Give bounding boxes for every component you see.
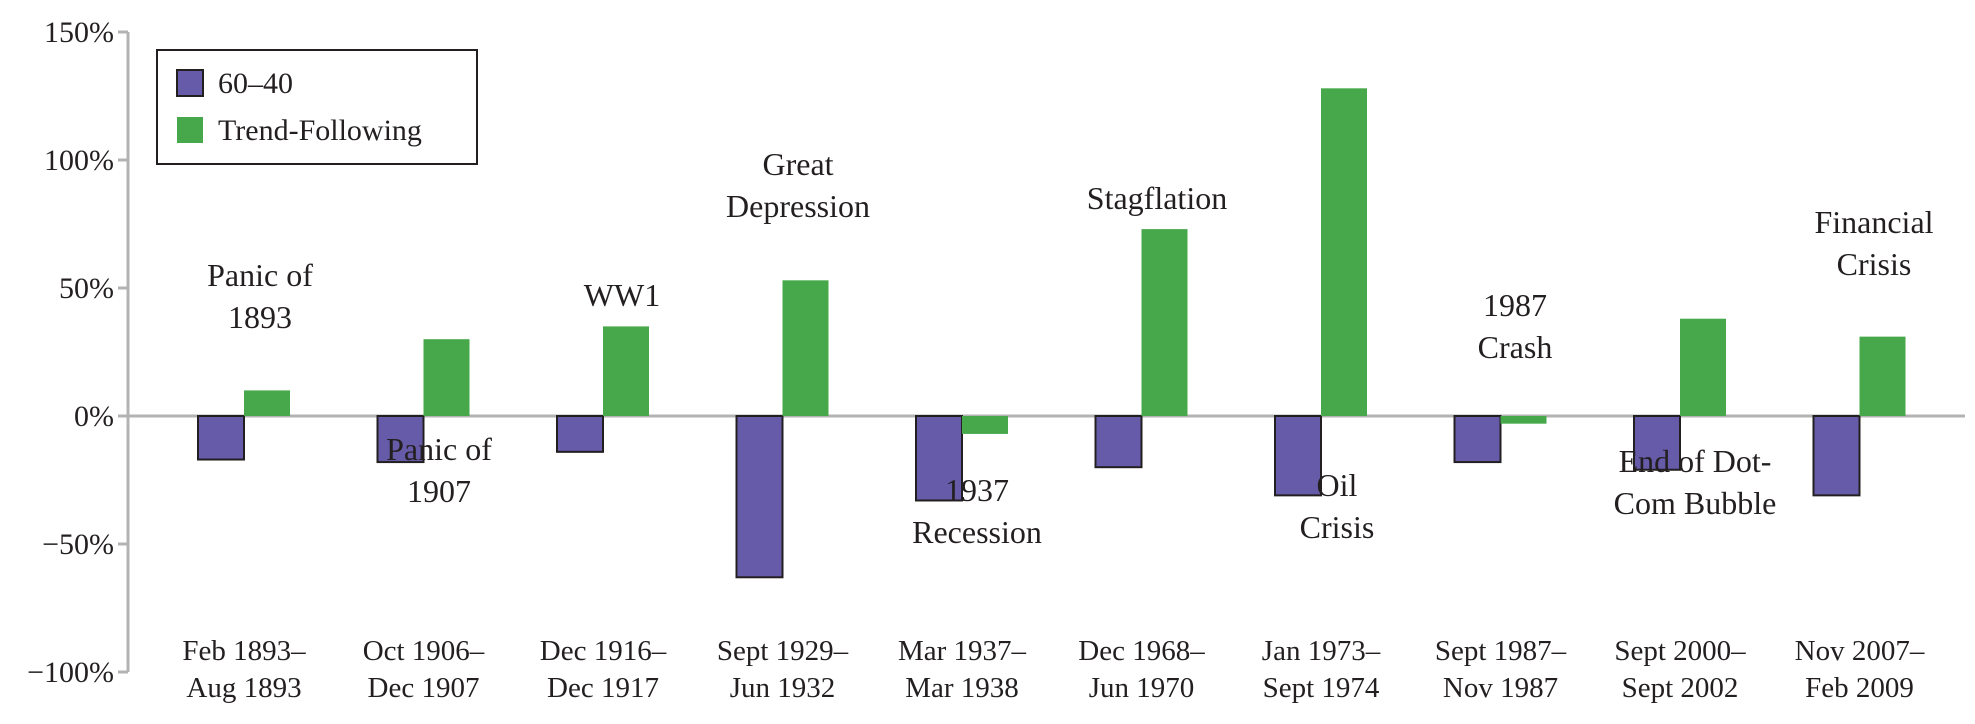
annotation-label: Depression: [726, 188, 870, 224]
category-label: Aug 1893: [186, 672, 301, 704]
bar-trend-following: [423, 339, 470, 416]
y-tick-label: 0%: [74, 400, 114, 433]
annotation-label: 1893: [228, 299, 292, 335]
bar-60-40: [197, 415, 245, 461]
y-tick-label: 50%: [59, 272, 114, 305]
bar-60-40: [1274, 415, 1322, 497]
annotation-label: Oil: [1317, 467, 1358, 503]
annotation-label: Panic of: [386, 431, 492, 467]
bar-trend-following: [782, 280, 829, 416]
legend-swatch: [176, 69, 204, 97]
y-tick-label: −100%: [27, 656, 114, 689]
category-label: Sept 1929–: [717, 635, 849, 667]
legend: 60–40 Trend-Following: [156, 49, 478, 165]
bar-60-40: [735, 415, 784, 579]
bars: [197, 88, 1906, 579]
bar-trend-following: [1500, 416, 1547, 424]
annotation-label: Crisis: [1300, 509, 1375, 545]
category-label: Nov 1987: [1443, 672, 1558, 704]
annotation-label: Great: [762, 146, 833, 182]
annotation-label: Com Bubble: [1614, 485, 1777, 521]
bar-trend-following: [1141, 229, 1188, 416]
y-tick-label: 150%: [44, 16, 114, 49]
category-label: Mar 1938: [905, 672, 1019, 704]
category-label: Sept 2000–: [1614, 635, 1746, 667]
bar-60-40: [1812, 415, 1861, 497]
category-label: Jan 1973–: [1262, 635, 1381, 667]
category-label: Mar 1937–: [898, 635, 1027, 667]
y-tick-label: −50%: [42, 528, 114, 561]
category-label: Jun 1932: [730, 672, 836, 704]
bar-trend-following: [603, 326, 649, 416]
category-label: Sept 1987–: [1435, 635, 1567, 667]
bar-trend-following: [1859, 336, 1906, 416]
bar-trend-following: [1680, 318, 1726, 416]
category-label: Dec 1917: [547, 672, 659, 704]
annotation-label: Crash: [1478, 329, 1553, 365]
category-label: Dec 1907: [368, 672, 480, 704]
annotation-label: End of Dot-: [1619, 443, 1772, 479]
bar-trend-following: [244, 390, 290, 416]
category-label: Dec 1916–: [540, 635, 667, 667]
category-label: Oct 1906–: [363, 635, 485, 667]
category-label: Sept 2002: [1622, 672, 1739, 704]
bar-60-40: [1633, 415, 1681, 471]
bar-60-40: [915, 415, 963, 502]
legend-label: 60–40: [218, 67, 293, 100]
category-label: Sept 1974: [1263, 672, 1380, 704]
bar-trend-following: [962, 416, 1008, 434]
bar-trend-following: [1321, 88, 1367, 416]
annotation-label: 1987: [1483, 287, 1547, 323]
bar-60-40: [1094, 415, 1143, 469]
annotation-label: WW1: [584, 277, 660, 313]
annotation-label: Stagflation: [1087, 180, 1227, 216]
bar-60-40: [376, 415, 425, 464]
category-label: Jun 1970: [1089, 672, 1195, 704]
legend-label: Trend-Following: [218, 114, 422, 147]
category-label: Nov 2007–: [1795, 635, 1925, 667]
annotation-label: Recession: [912, 514, 1042, 550]
legend-swatch: [177, 117, 203, 143]
annotation-label: Crisis: [1837, 246, 1912, 282]
annotation-label: Panic of: [207, 257, 313, 293]
annotation-label: 1937: [945, 472, 1009, 508]
legend-box: [156, 49, 478, 165]
annotation-label: 1907: [407, 473, 471, 509]
annotations: Panic of 1893 Panic of 1907 WW1 Great Depressi…: [207, 146, 1934, 550]
category-labels: Feb 1893– Aug 1893 Oct 1906– Dec 1907 Dec 19…: [182, 635, 1924, 704]
bar-60-40: [556, 415, 604, 453]
y-tick-label: 100%: [44, 144, 114, 177]
annotation-label: Financial: [1814, 204, 1933, 240]
category-label: Feb 1893–: [182, 635, 306, 667]
category-label: Feb 2009: [1805, 672, 1914, 704]
category-label: Dec 1968–: [1078, 635, 1205, 667]
bar-60-40: [1453, 415, 1502, 464]
